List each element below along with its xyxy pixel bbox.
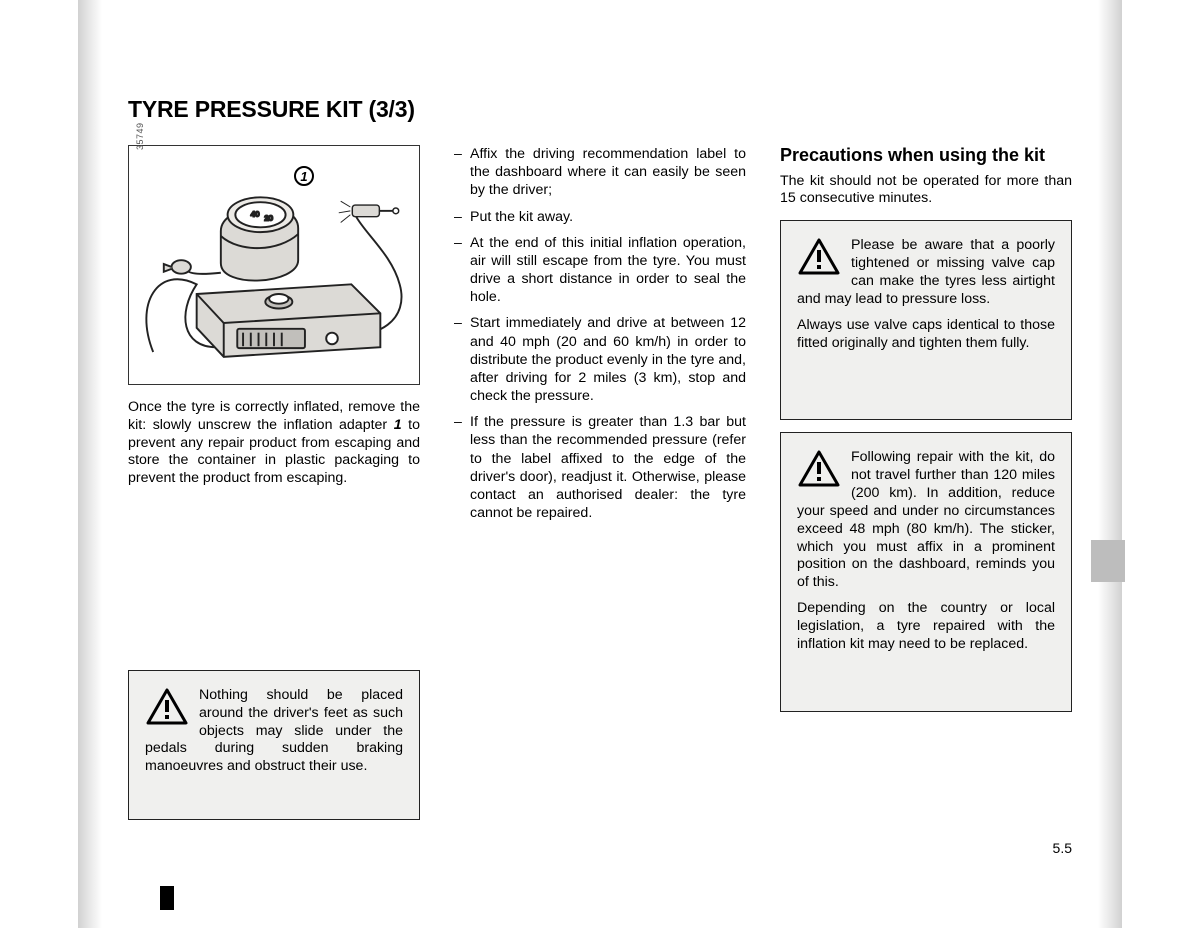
- col1-p1-a: Once the tyre is correctly inflated, rem…: [128, 399, 420, 433]
- manual-page: TYRE PRESSURE KIT (3/3) 35749: [0, 0, 1200, 928]
- figure-id-label: 35749: [135, 122, 145, 150]
- inflation-kit-illustration: 40 20: [129, 146, 419, 384]
- list-item: Affix the driving recommendation label t…: [454, 145, 746, 200]
- column-3: Precautions when using the kit The kit s…: [780, 145, 1072, 820]
- warn3-p2: Depending on the country or local legisl…: [797, 600, 1055, 654]
- col3-p1: The kit should not be operated for more …: [780, 173, 1072, 209]
- warn2-p2: Always use valve caps identical to those…: [797, 317, 1055, 353]
- list-item: Put the kit away.: [454, 208, 746, 226]
- warning-box-feet: Nothing should be placed around the driv…: [128, 670, 420, 820]
- warning-icon: [145, 687, 189, 727]
- section-thumb-tab: [1091, 540, 1125, 582]
- instruction-list: Affix the driving recommendation label t…: [454, 145, 746, 522]
- figure-tyre-kit: 35749: [128, 145, 420, 385]
- content-area: TYRE PRESSURE KIT (3/3) 35749: [128, 96, 1072, 868]
- warning-icon: [797, 449, 841, 489]
- footer-registration-mark: [160, 886, 174, 910]
- col1-ref-1: 1: [394, 417, 402, 433]
- warning-icon: [797, 237, 841, 277]
- warning-box-valve-cap: Please be aware that a poorly tightened …: [780, 220, 1072, 420]
- page-number: 5.5: [1053, 840, 1072, 856]
- callout-1: 1: [294, 166, 314, 186]
- list-item: Start immediately and drive at between 1…: [454, 314, 746, 405]
- list-item: If the pressure is greater than 1.3 bar …: [454, 413, 746, 522]
- precautions-heading: Precautions when using the kit: [780, 145, 1072, 167]
- col1-paragraph: Once the tyre is correctly inflated, rem…: [128, 399, 420, 488]
- page-shadow-left: [78, 0, 102, 928]
- page-title: TYRE PRESSURE KIT (3/3): [128, 96, 1072, 123]
- list-item: At the end of this initial inflation ope…: [454, 234, 746, 307]
- column-1: 35749: [128, 145, 420, 820]
- spacer: [128, 498, 420, 658]
- page-shadow-right: [1098, 0, 1122, 928]
- svg-text:40: 40: [251, 210, 260, 219]
- column-2: Affix the driving recommendation label t…: [454, 145, 746, 820]
- warning-box-after-repair: Following repair with the kit, do not tr…: [780, 432, 1072, 712]
- three-column-layout: 35749: [128, 145, 1072, 820]
- svg-text:20: 20: [264, 214, 273, 223]
